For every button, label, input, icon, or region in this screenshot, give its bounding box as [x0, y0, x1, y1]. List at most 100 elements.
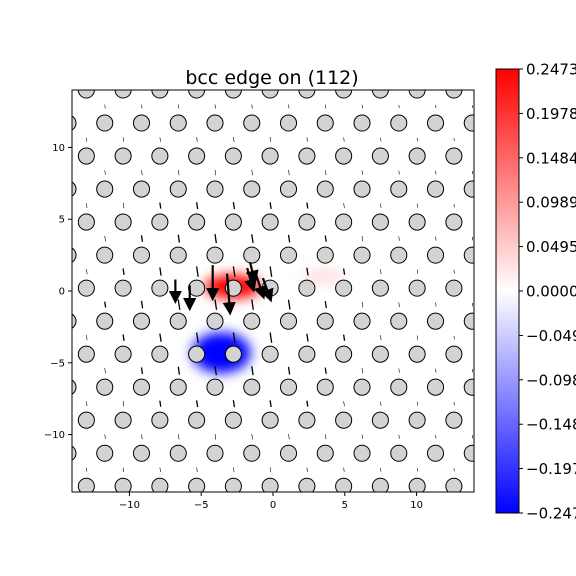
atom — [96, 378, 114, 396]
quiver-mark — [398, 368, 400, 373]
atom — [463, 114, 474, 132]
quiver-mark — [325, 501, 326, 505]
y-axis: 10 5 0 −5 −10 — [44, 143, 72, 441]
atom — [279, 180, 298, 198]
quiver-mark — [86, 268, 88, 275]
quiver-mark — [105, 501, 106, 505]
atom — [169, 312, 187, 330]
quiver-mark — [343, 137, 345, 142]
quiver-mark — [416, 401, 419, 406]
quiver-mark — [178, 501, 179, 505]
atom — [151, 345, 169, 363]
quiver-mark — [177, 169, 180, 176]
quiver-mark — [324, 300, 327, 309]
quiver-mark — [141, 104, 143, 109]
atom — [132, 378, 151, 396]
atom — [77, 213, 95, 231]
quiver-mark — [269, 202, 272, 209]
atom — [408, 90, 426, 99]
colorbar-tick-label: 0.0000 — [526, 283, 576, 301]
atom — [77, 90, 95, 99]
atom — [353, 312, 371, 330]
atom — [206, 312, 224, 330]
quiver-mark — [435, 434, 437, 439]
atom — [353, 246, 371, 264]
quiver-mark — [416, 335, 419, 340]
quiver-mark — [269, 332, 273, 343]
quiver-mark — [86, 401, 88, 407]
quiver-mark — [471, 302, 474, 307]
quiver-mark — [140, 367, 144, 375]
atom — [77, 411, 95, 429]
atom — [463, 312, 474, 330]
displacement-arrow — [260, 277, 274, 303]
quiver-mark — [269, 137, 272, 142]
atom — [463, 378, 474, 396]
atom — [390, 378, 408, 396]
atom — [335, 411, 353, 429]
atom — [371, 345, 389, 363]
atom — [279, 114, 298, 132]
quiver-mark — [159, 400, 162, 407]
atom — [224, 90, 242, 99]
atom — [188, 345, 206, 363]
atom — [77, 279, 95, 297]
atom — [151, 477, 169, 492]
quiver-mark — [232, 400, 236, 408]
atom — [445, 90, 463, 99]
atom — [390, 114, 408, 132]
quiver-mark — [435, 302, 437, 307]
quiver-mark — [251, 433, 253, 440]
quiver-mark — [233, 467, 235, 473]
atom — [206, 444, 224, 462]
atom — [206, 246, 224, 264]
atom — [408, 411, 426, 429]
quiver-mark — [104, 434, 106, 439]
atom — [390, 444, 408, 462]
quiver-mark — [140, 235, 144, 242]
quiver-mark — [416, 137, 418, 142]
colorbar-tick-label: 0.1978 — [526, 105, 576, 123]
quiver-mark — [289, 501, 290, 505]
colorbar-tick-label: −0.049 — [526, 327, 576, 345]
atom — [96, 444, 114, 462]
atom — [335, 279, 353, 297]
atom — [426, 378, 445, 396]
atom — [151, 411, 169, 429]
atom-layer — [72, 90, 474, 492]
quiver-mark — [122, 202, 125, 209]
quiver-mark — [287, 366, 291, 375]
atom — [206, 114, 224, 132]
quiver-mark — [177, 366, 181, 375]
x-tick-label: −5 — [194, 500, 209, 511]
quiver-mark — [104, 170, 106, 175]
quiver-mark — [104, 367, 106, 374]
quiver-mark — [453, 335, 455, 340]
quiver-mark — [196, 137, 198, 142]
quiver-mark — [343, 401, 345, 407]
quiver-mark — [288, 434, 290, 440]
atom — [224, 345, 242, 363]
quiver-mark — [177, 234, 181, 243]
quiver-mark — [361, 104, 363, 109]
atom — [390, 312, 408, 330]
colorbar-tick-label: 0.0989 — [526, 194, 576, 212]
atom — [390, 180, 408, 198]
field-compression-lobe — [191, 332, 251, 374]
quiver-mark — [122, 137, 125, 142]
atom — [243, 114, 261, 132]
atom — [298, 345, 316, 363]
quiver-mark — [177, 299, 181, 310]
quiver-mark — [86, 335, 88, 341]
quiver-mark — [361, 434, 363, 439]
y-tick-label: 0 — [59, 287, 65, 298]
colorbar-tick-label: −0.148 — [526, 416, 576, 434]
atom — [96, 312, 114, 330]
atom — [353, 444, 371, 462]
colorbar-tick-label: 0.1484 — [526, 149, 576, 167]
quiver-mark — [398, 302, 400, 308]
quiver-mark — [269, 467, 272, 473]
atom — [445, 345, 463, 363]
atom — [224, 147, 242, 165]
quiver-mark — [140, 300, 144, 309]
